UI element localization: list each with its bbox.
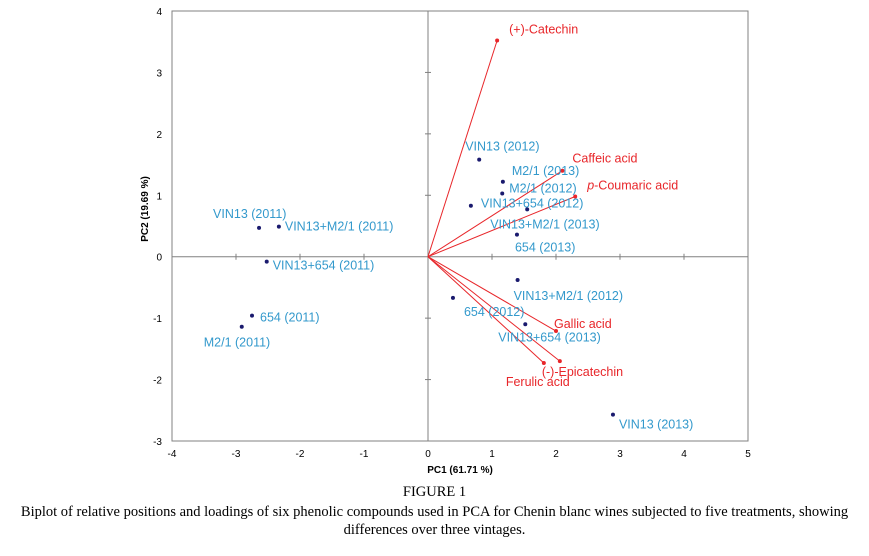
sample-label: VIN13 (2013) <box>619 418 693 432</box>
plot-frame <box>171 10 749 442</box>
y-tick-label: -3 <box>153 437 162 448</box>
loading-vector <box>427 40 498 257</box>
loading-vector <box>427 256 545 364</box>
x-tick-label: 5 <box>745 449 751 460</box>
loading-label: Gallic acid <box>554 317 612 331</box>
loading-endpoint <box>541 360 546 365</box>
x-tick-label: -2 <box>296 449 305 460</box>
y-tick-label: 4 <box>156 7 162 18</box>
sample-label: M2/1 (2012) <box>509 181 576 195</box>
loading-vector <box>427 196 576 258</box>
sample-point <box>276 224 281 229</box>
figure-caption: Biplot of relative positions and loading… <box>20 504 849 538</box>
x-tick-label: 3 <box>617 449 623 460</box>
sample-label: VIN13+654 (2013) <box>498 330 601 344</box>
y-tick-label: 1 <box>156 191 162 202</box>
pca-biplot: -4 -3 -2 -1 0 1 2 3 4 5 -3 -2 -1 0 1 2 3 4 (+)-Catechin Ca… <box>140 7 751 476</box>
sample-label: 654 (2011) <box>260 311 320 325</box>
y-tick-label: 0 <box>156 253 162 264</box>
loading-label: Caffeic acid <box>572 152 637 166</box>
sample-point <box>477 157 482 162</box>
sample-point <box>250 313 254 318</box>
sample-point <box>450 295 455 300</box>
sample-label: VIN13+M2/1 (2012) <box>514 289 623 303</box>
loading-label: p-Coumaric acid <box>586 179 678 193</box>
loading-endpoint <box>560 168 565 173</box>
sample-label: VIN13+M2/1 (2013) <box>490 217 599 231</box>
y-tick-label: 3 <box>156 68 162 79</box>
loading-endpoint <box>495 38 500 43</box>
y-tick-label: -2 <box>153 376 162 387</box>
loading-endpoint <box>557 359 562 364</box>
x-tick-label: -1 <box>360 449 369 460</box>
loading-vector <box>427 256 557 332</box>
y-tick-label: 2 <box>156 130 162 141</box>
x-tick-label: 2 <box>553 449 559 460</box>
sample-label: VIN13 (2012) <box>465 140 539 154</box>
sample-label: M2/1 (2013) <box>512 164 579 178</box>
sample-label: VIN13+M2/1 (2011) <box>285 220 394 234</box>
sample-point <box>500 191 505 196</box>
sample-point <box>239 324 244 329</box>
loading-endpoint <box>573 194 578 199</box>
sample-point <box>264 259 269 264</box>
sample-point <box>468 203 473 208</box>
x-tick-label: 0 <box>425 449 431 460</box>
sample-label: VIN13 (2011) <box>213 207 286 221</box>
sample-label: M2/1 (2011) <box>204 336 270 350</box>
x-tick-label: -4 <box>168 449 177 460</box>
loading-label: (-)-Epicatechin <box>542 365 623 379</box>
loading-label: (+)-Catechin <box>509 22 578 36</box>
loading-endpoint <box>554 329 558 334</box>
figure-title: FIGURE 1 <box>402 484 467 500</box>
x-tick-label: -3 <box>232 449 241 460</box>
sample-point <box>257 225 262 230</box>
sample-label: 654 (2013) <box>515 241 575 255</box>
x-tick-label: 4 <box>681 449 687 460</box>
loading-vector <box>427 170 563 258</box>
x-tick-label: 1 <box>489 449 495 460</box>
sample-point <box>515 278 520 283</box>
sample-point <box>500 179 505 184</box>
x-axis-title: PC1 (61.71 %) <box>427 465 493 476</box>
sample-point <box>514 232 519 237</box>
sample-point <box>523 322 528 327</box>
loading-label: Ferulic acid <box>506 375 570 389</box>
sample-point <box>610 412 615 417</box>
y-tick-label: -1 <box>153 314 162 325</box>
sample-point <box>525 207 530 212</box>
sample-label: 654 (2012) <box>464 305 524 319</box>
loading-vector <box>427 256 561 362</box>
sample-label: VIN13+654 (2012) <box>481 197 584 211</box>
sample-label: VIN13+654 (2011) <box>273 259 375 273</box>
y-axis-title: PC2 (19.69 %) <box>140 176 151 242</box>
